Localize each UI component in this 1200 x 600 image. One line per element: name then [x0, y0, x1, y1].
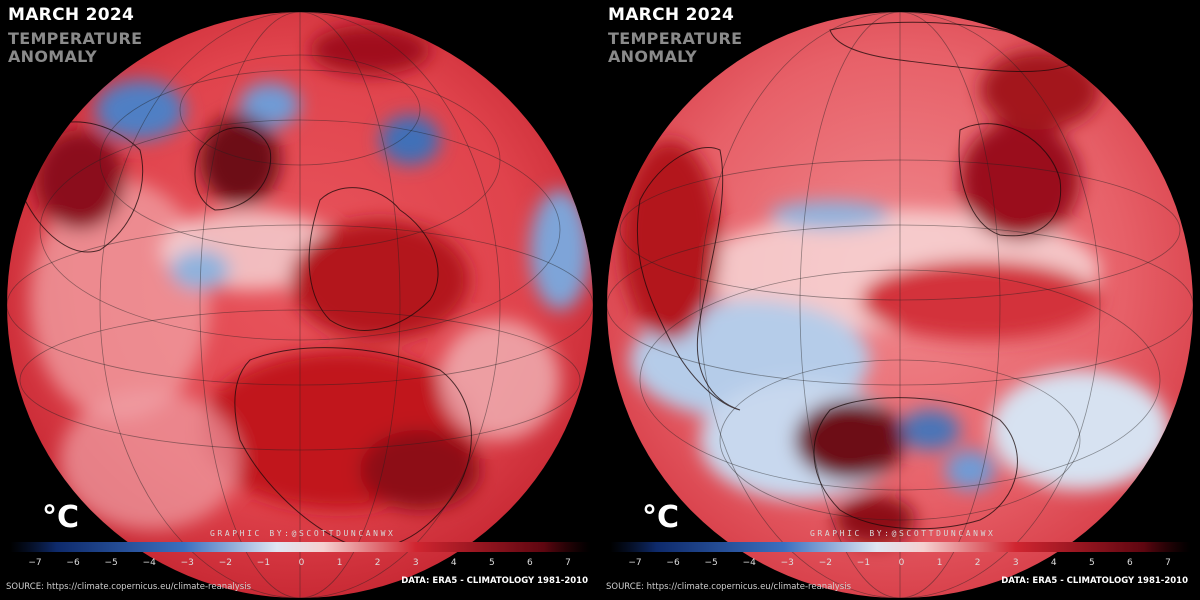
colorbar-tick-label: 3 — [412, 558, 419, 568]
map-title: MARCH 2024 — [8, 5, 135, 25]
graphic-credit: GRAPHIC BY:@SCOTTDUNCANWX — [810, 529, 996, 538]
coastlines — [636, 21, 1081, 530]
colorbar-tick-label: −7 — [628, 558, 642, 568]
colorbar-tick-label: 6 — [1127, 558, 1133, 568]
graticule — [7, 12, 593, 598]
map-title: MARCH 2024 — [608, 5, 735, 25]
data-note: DATA: ERA5 - CLIMATOLOGY 1981-2010 — [1001, 576, 1188, 586]
globe-north — [7, 12, 593, 598]
coastlines — [24, 121, 472, 549]
map-panel-south: MARCH 2024 TEMPERATURE ANOMALY °C GRAPHI… — [600, 0, 1200, 600]
unit-label: °C — [42, 500, 80, 535]
colorbar-tick-label: −5 — [704, 558, 718, 568]
subtitle-line: TEMPERATURE — [8, 29, 143, 48]
source-note: SOURCE: https://climate.copernicus.eu/cl… — [606, 582, 852, 592]
colorbar-tick-label: −2 — [218, 558, 232, 568]
colorbar-tick-label: −4 — [142, 558, 156, 568]
colorbar-tick-label: 7 — [1165, 558, 1171, 568]
anomaly-field — [30, 25, 590, 530]
colorbar-tick-label: 0 — [298, 558, 305, 568]
colorbar — [610, 542, 1190, 552]
colorbar-tick-label: −6 — [66, 558, 80, 568]
colorbar-tick-label: −4 — [742, 558, 756, 568]
colorbar-tick-label: 5 — [1088, 558, 1095, 568]
colorbar-tick-label: 2 — [374, 558, 381, 568]
map-subtitle: TEMPERATURE ANOMALY — [608, 30, 742, 66]
colorbar-tick-label: −7 — [28, 558, 42, 568]
anomaly-field — [620, 50, 1170, 545]
colorbar-tick-label: −3 — [780, 558, 794, 568]
colorbar-tick-label: −3 — [180, 558, 194, 568]
data-note: DATA: ERA5 - CLIMATOLOGY 1981-2010 — [401, 576, 588, 586]
colorbar — [10, 542, 590, 552]
colorbar-tick-label: 7 — [565, 558, 571, 568]
map-panel-north: MARCH 2024 TEMPERATURE ANOMALY °C GRAPHI… — [6, 5, 593, 598]
subtitle-line: TEMPERATURE — [608, 29, 743, 48]
colorbar-tick-label: −1 — [856, 558, 871, 568]
unit-label: °C — [642, 500, 680, 535]
colorbar-tick-label: 6 — [527, 558, 533, 568]
colorbar-tick-label: 1 — [336, 558, 343, 568]
colorbar-tick-label: 0 — [898, 558, 905, 568]
colorbar-tick-label: 4 — [450, 558, 457, 568]
globe-south — [607, 12, 1193, 598]
colorbar-tick-label: 2 — [974, 558, 981, 568]
colorbar-tick-label: 3 — [1012, 558, 1019, 568]
source-note: SOURCE: https://climate.copernicus.eu/cl… — [6, 582, 252, 592]
colorbar-tick-label: −1 — [256, 558, 271, 568]
colorbar-tick-label: −6 — [666, 558, 680, 568]
subtitle-line: ANOMALY — [608, 47, 698, 66]
map-subtitle: TEMPERATURE ANOMALY — [8, 30, 142, 66]
colorbar-tick-label: 5 — [488, 558, 495, 568]
colorbar-tick-label: 4 — [1050, 558, 1057, 568]
colorbar-tick-label: −2 — [818, 558, 832, 568]
colorbar-tick-label: 1 — [936, 558, 943, 568]
graticule — [607, 12, 1193, 598]
colorbar-tick-label: −5 — [104, 558, 118, 568]
graphic-credit: GRAPHIC BY:@SCOTTDUNCANWX — [210, 529, 396, 538]
subtitle-line: ANOMALY — [8, 47, 98, 66]
